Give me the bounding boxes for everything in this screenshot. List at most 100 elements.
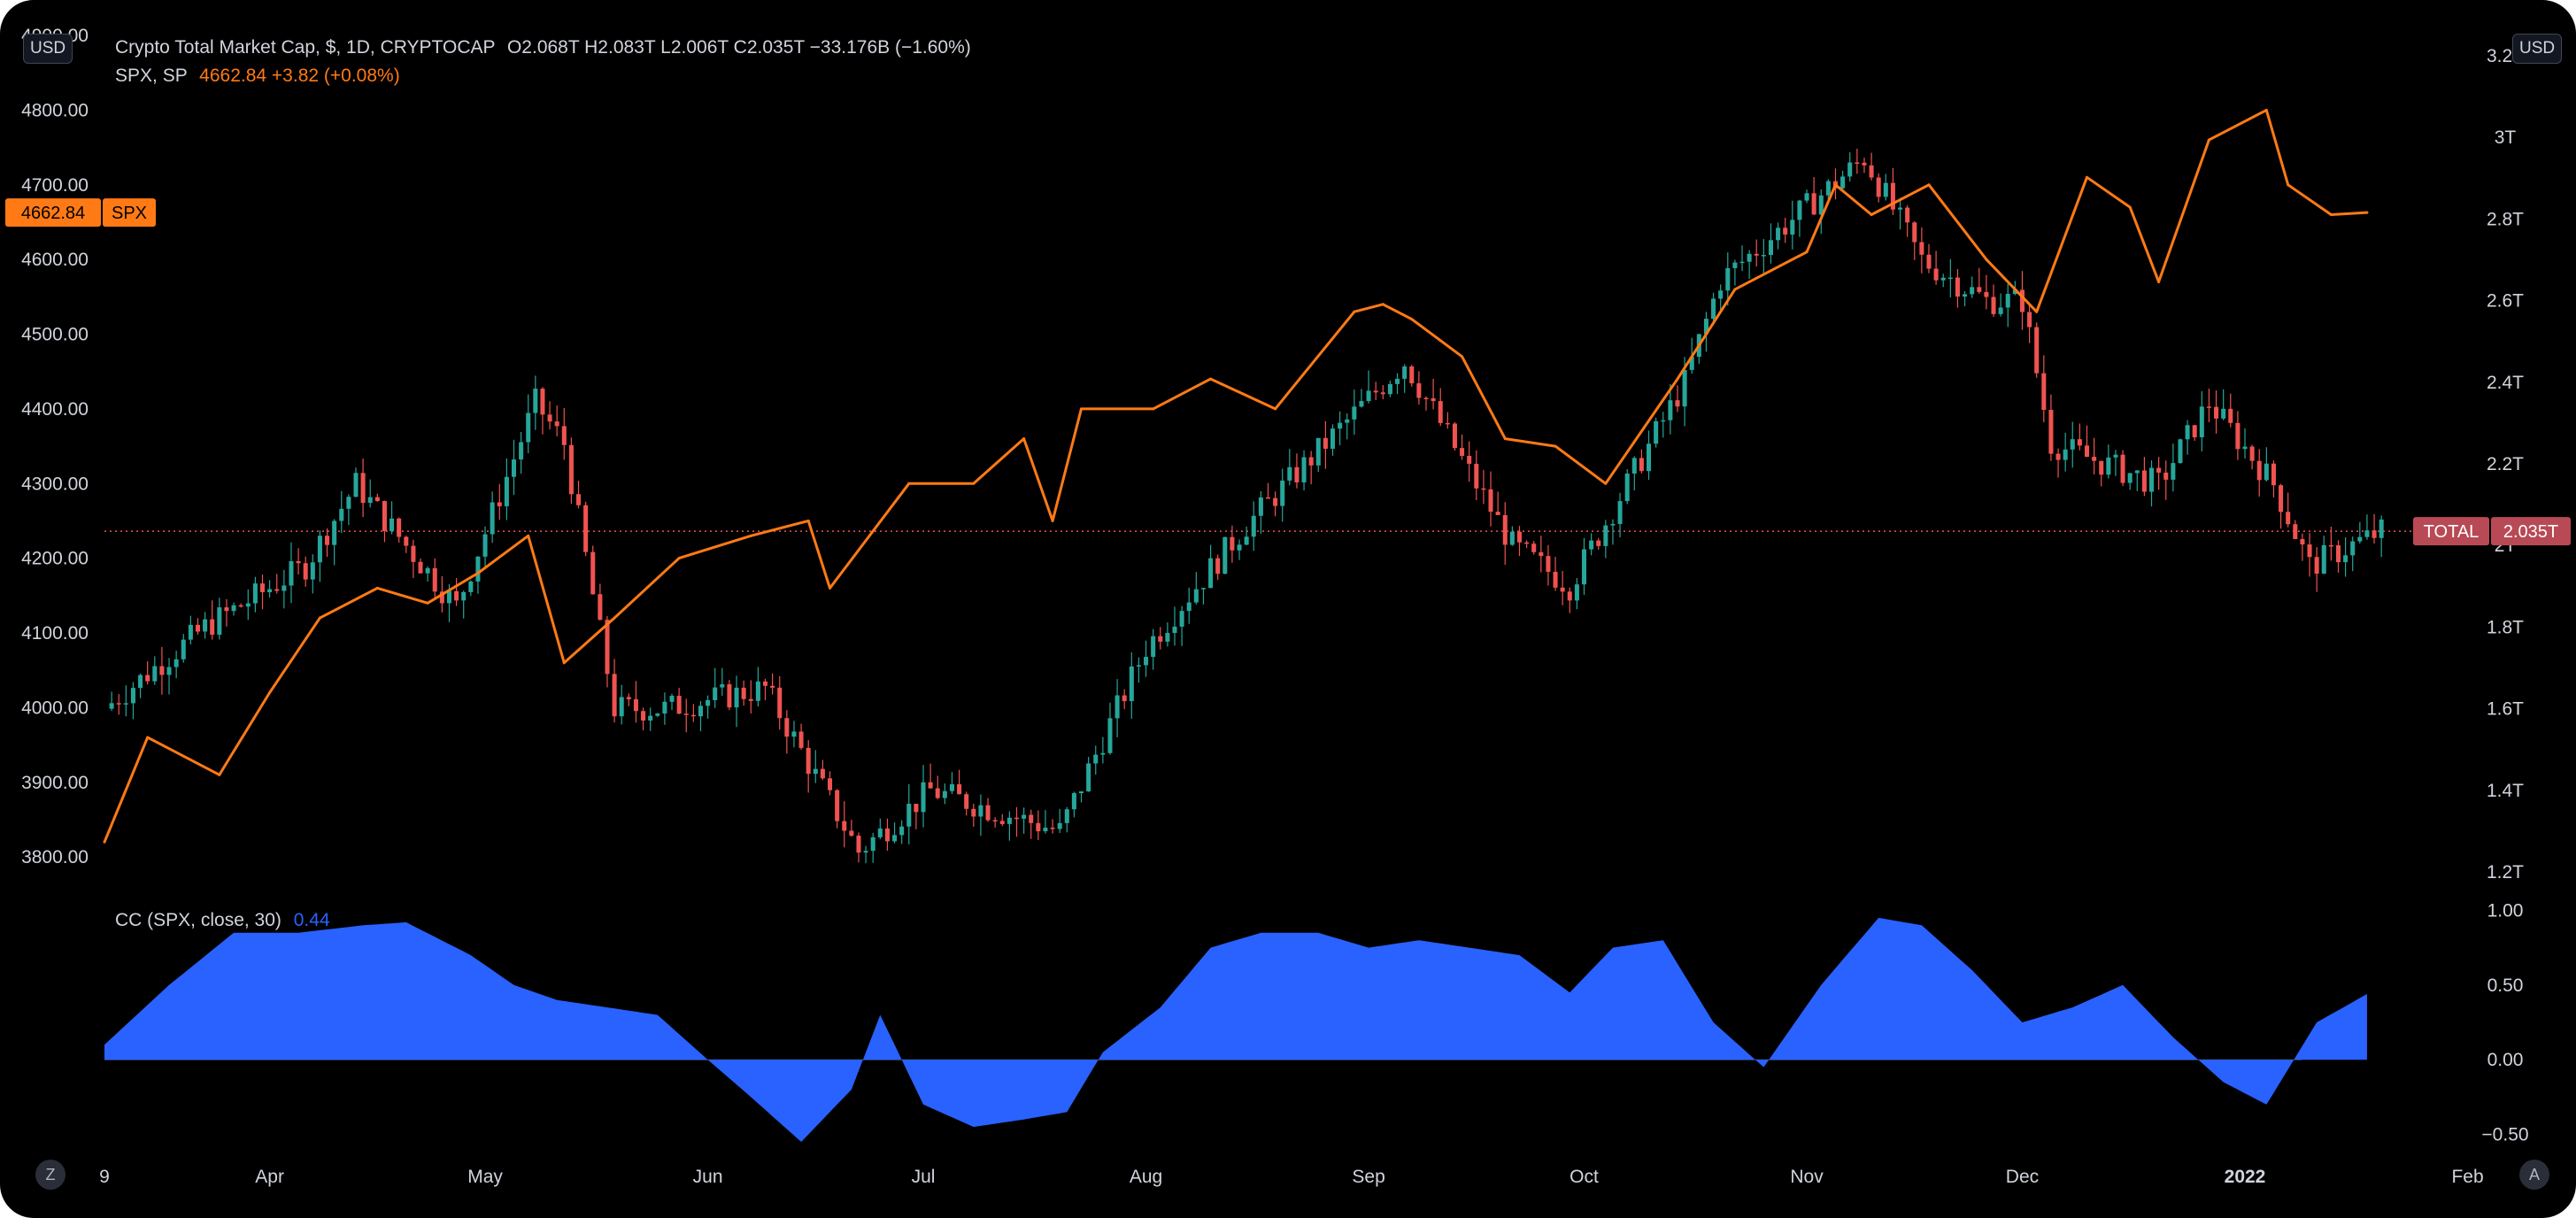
candle-body <box>432 567 437 592</box>
candle <box>985 798 991 822</box>
candle <box>1574 578 1579 610</box>
candle <box>325 528 330 558</box>
spx-point <box>1554 444 1557 448</box>
spx-axis-tick: 3800.00 <box>21 847 89 867</box>
candle <box>2279 483 2284 529</box>
candle-body <box>497 502 502 506</box>
candle-body <box>511 459 517 477</box>
candle-body <box>1352 406 1357 420</box>
candle <box>1057 808 1062 834</box>
candle-body <box>519 442 524 460</box>
candle-body <box>1200 588 1206 590</box>
candle-body <box>641 711 646 721</box>
candle-body <box>1158 636 1163 642</box>
candle <box>806 740 811 793</box>
candle <box>2221 389 2226 420</box>
candle <box>2120 450 2125 487</box>
candle <box>1647 430 1652 481</box>
candle <box>2041 355 2047 423</box>
candle-body <box>2092 457 2097 461</box>
spx-point <box>562 661 566 665</box>
candle <box>784 710 790 754</box>
candle-body <box>914 804 919 813</box>
candle-body <box>561 426 567 445</box>
indicator-title: CC (SPX, close, 30) <box>115 910 282 930</box>
candle <box>2019 271 2025 330</box>
candle-body <box>2149 467 2155 492</box>
candle-body <box>1093 754 1099 764</box>
candle <box>267 580 273 598</box>
candle <box>130 682 135 720</box>
candle <box>2149 460 2155 507</box>
spx-axis-tick: 4000.00 <box>21 698 89 718</box>
candle-body <box>1323 437 1328 449</box>
candle-body <box>1739 261 1745 264</box>
candle-body <box>252 583 258 604</box>
candle <box>1502 502 1508 565</box>
candle <box>713 667 718 708</box>
total-axis-tick: 2.4T <box>2487 373 2524 393</box>
left-currency-button[interactable]: USD <box>23 34 73 64</box>
candle-body <box>892 835 898 842</box>
candle-body <box>727 684 732 708</box>
candle <box>856 832 861 863</box>
zoom-toggle-button[interactable]: Z <box>35 1160 66 1190</box>
candle <box>820 759 825 781</box>
indicator-legend: CC (SPX, close, 30) 0.44 <box>115 910 330 931</box>
candle <box>332 519 337 566</box>
candle <box>432 558 437 600</box>
candle <box>2206 389 2211 422</box>
candle <box>166 658 172 695</box>
candle-body <box>676 696 682 714</box>
candle-body <box>1725 267 1731 291</box>
candle-body <box>1776 227 1781 241</box>
candle-body <box>174 659 179 667</box>
candle-body <box>138 675 143 689</box>
candle <box>533 375 538 430</box>
right-currency-button[interactable]: USD <box>2512 34 2563 64</box>
candle <box>109 691 114 712</box>
spx-point <box>2365 211 2369 214</box>
candle-body <box>1890 182 1895 210</box>
candle-body <box>2192 425 2197 437</box>
candle <box>1481 469 1486 505</box>
candle-body <box>1215 558 1221 574</box>
candle <box>669 693 675 711</box>
candle <box>2379 515 2384 558</box>
candle <box>404 536 409 553</box>
candle-body <box>116 703 121 705</box>
candle-body <box>188 624 193 640</box>
candle <box>252 576 258 613</box>
total-symbol-tag: TOTAL <box>2424 522 2480 542</box>
candle <box>1855 148 1860 174</box>
candle <box>1280 468 1285 522</box>
candle <box>2364 514 2370 540</box>
auto-scale-button[interactable]: A <box>2519 1160 2549 1190</box>
candle-body <box>1402 366 1408 379</box>
candle <box>1287 449 1292 486</box>
candle-body <box>1165 633 1170 642</box>
candle-body <box>1991 297 1996 314</box>
candle-body <box>957 784 962 795</box>
candle-body <box>2256 460 2262 481</box>
correlation-axis-tick: 0.50 <box>2487 975 2524 996</box>
candle-body <box>1036 822 1041 832</box>
candle-body <box>899 826 905 836</box>
candle <box>1460 435 1465 460</box>
candle-body <box>784 718 790 737</box>
candle <box>1043 810 1048 834</box>
candle-body <box>1071 793 1076 810</box>
candle-body <box>884 829 890 842</box>
candle <box>504 458 509 520</box>
candle <box>1776 222 1781 250</box>
candle <box>1631 456 1637 491</box>
candle <box>397 517 402 543</box>
candle-body <box>2350 541 2356 556</box>
candle-body <box>1524 542 1530 544</box>
candle-body <box>1689 357 1694 370</box>
candle <box>964 791 969 816</box>
candle <box>935 775 940 799</box>
candle-body <box>1251 515 1256 537</box>
candle-body <box>2364 530 2370 537</box>
